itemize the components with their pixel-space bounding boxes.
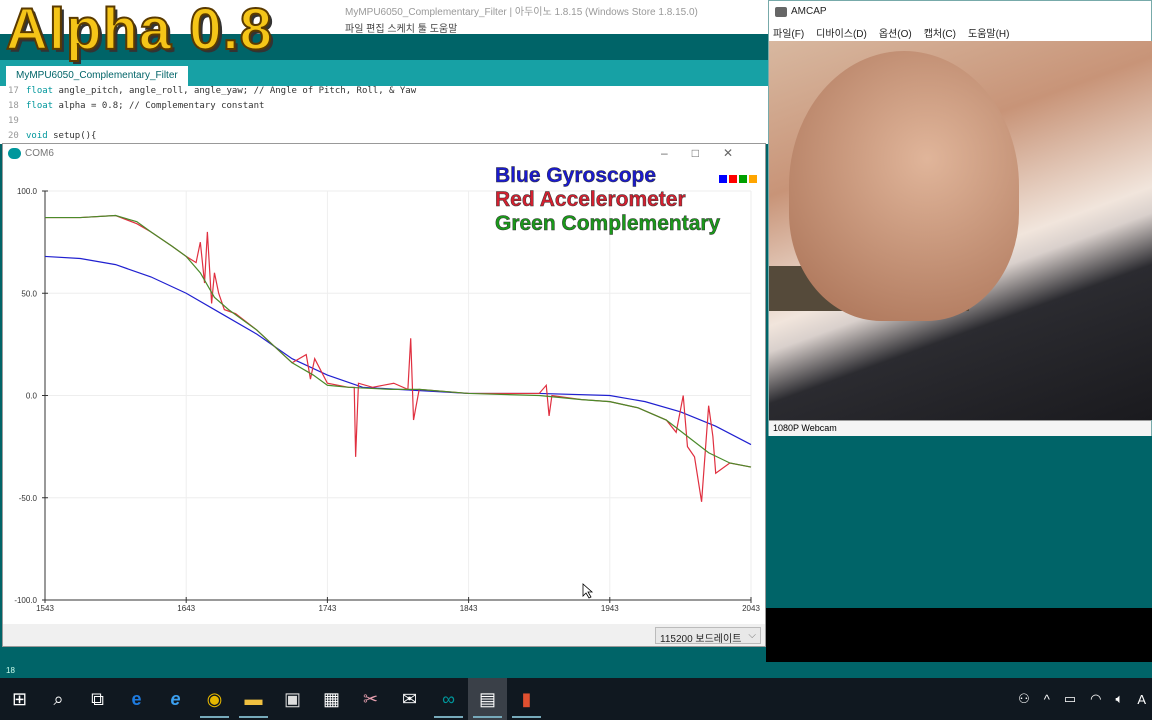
legend-complementary: Green Complementary bbox=[495, 212, 721, 236]
series-accelerometer bbox=[45, 214, 752, 502]
amcap-title-bar: AMCAP bbox=[769, 1, 1151, 23]
chevron-down-icon: ⌵ bbox=[748, 630, 756, 641]
line-number: 17 bbox=[8, 86, 19, 96]
keyword: float bbox=[26, 101, 54, 111]
chrome-icon[interactable]: ◉ bbox=[195, 678, 234, 720]
menu-help[interactable]: 도움말(H) bbox=[968, 29, 1010, 40]
plotter-title-bar: COM6 bbox=[3, 144, 765, 164]
amcap-taskbar-icon[interactable]: ▤ bbox=[468, 678, 507, 720]
menu-capture[interactable]: 캡처(C) bbox=[923, 29, 956, 40]
hand bbox=[789, 51, 1019, 321]
ide-toolbar bbox=[0, 34, 768, 60]
battery-icon[interactable]: ▭ bbox=[1063, 691, 1077, 706]
x-tick-label: 1543 bbox=[36, 604, 54, 613]
y-tick-label: -50.0 bbox=[19, 494, 38, 503]
x-tick-label: 1943 bbox=[601, 604, 619, 613]
code-line: 20 void setup(){ bbox=[0, 131, 768, 146]
x-tick-label: 2043 bbox=[742, 604, 760, 613]
y-tick-label: 0.0 bbox=[26, 392, 38, 401]
code-text: alpha = 0.8; // Complementary constant bbox=[53, 101, 265, 111]
internet-explorer-icon[interactable]: e bbox=[170, 688, 181, 709]
mouse-cursor-icon bbox=[582, 583, 594, 599]
file-explorer-icon[interactable]: ▬ bbox=[234, 678, 273, 720]
ide-status-bar: 18 bbox=[0, 662, 1152, 678]
baud-rate-select[interactable]: 115200 보드레이트 ⌵ bbox=[655, 627, 761, 645]
ime-indicator[interactable]: A bbox=[1137, 691, 1146, 707]
legend-gyroscope: Blue Gyroscope bbox=[495, 164, 657, 188]
series-gyroscope bbox=[44, 255, 752, 446]
people-icon[interactable]: ⚇ bbox=[1018, 691, 1030, 706]
baud-value: 115200 보드레이트 bbox=[660, 634, 742, 645]
serial-plotter-window: COM6 –□✕ 1543 1643 1743 1843 1943 2043 100.0 50… bbox=[2, 143, 766, 647]
webcam-video-feed bbox=[769, 41, 1152, 420]
arduino-taskbar-icon[interactable]: ∞ bbox=[429, 678, 468, 720]
search-icon[interactable]: ⌕ bbox=[53, 688, 64, 709]
y-tick-label: -100.0 bbox=[14, 596, 37, 605]
edge-icon[interactable]: e bbox=[131, 688, 142, 709]
code-line: 17 float angle_pitch, angle_roll, angle_y… bbox=[0, 86, 768, 101]
task-view-icon[interactable]: ⧉ bbox=[91, 688, 104, 709]
mail-icon[interactable]: ✉ bbox=[401, 688, 418, 709]
chevron-up-icon[interactable]: ^ bbox=[1043, 691, 1050, 707]
plot-area: 1543 1643 1743 1843 1943 2043 100.0 50.0 0.0 -50.… bbox=[14, 187, 760, 613]
code-text: angle_pitch, angle_roll, angle_yaw; // A… bbox=[53, 86, 417, 96]
keyword: float bbox=[26, 86, 54, 96]
amcap-menu-bar: 파일(F) 디바이스(D) 옵션(O) 캡처(C) 도움말(H) bbox=[769, 23, 1151, 41]
alpha-overlay-caption: Alpha 0.8 bbox=[5, 0, 273, 62]
code-editor[interactable]: 17 float angle_pitch, angle_roll, angle_y… bbox=[0, 86, 768, 144]
x-tick-label: 1743 bbox=[319, 604, 337, 613]
red-square bbox=[729, 175, 737, 183]
status-line-number: 18 bbox=[6, 666, 15, 675]
legend-accelerometer: Red Accelerometer bbox=[495, 188, 686, 212]
menu-file[interactable]: 파일(F) bbox=[773, 29, 805, 40]
blue-square bbox=[719, 175, 727, 183]
camera-icon bbox=[775, 7, 787, 17]
menu-options[interactable]: 옵션(O) bbox=[878, 29, 912, 40]
volume-icon[interactable]: 🔈︎ bbox=[1115, 691, 1124, 706]
ide-title-bar: MyMPU6050_Complementary_Filter | 아두이노 1.… bbox=[0, 0, 768, 18]
system-tray: ⚇ ^ ▭ ◠ 🔈︎ A bbox=[1018, 678, 1146, 720]
keyword: void bbox=[26, 131, 48, 141]
wifi-icon[interactable]: ◠ bbox=[1090, 691, 1102, 706]
code-text: setup(){ bbox=[47, 131, 97, 141]
legend-color-squares bbox=[719, 175, 757, 183]
series-complementary bbox=[45, 214, 752, 468]
plotter-footer: 115200 보드레이트 ⌵ bbox=[3, 624, 765, 646]
tab-sketch[interactable]: MyMPU6050_Complementary_Filter bbox=[6, 66, 188, 86]
legend: Blue Gyroscope Red Accelerometer Green C… bbox=[495, 164, 721, 236]
snipping-icon[interactable]: ✂ bbox=[362, 688, 379, 709]
amcap-status-bar: 1080P Webcam bbox=[769, 420, 1151, 436]
menu-device[interactable]: 디바이스(D) bbox=[816, 29, 867, 40]
amcap-title: AMCAP bbox=[791, 6, 827, 17]
line-number: 18 bbox=[8, 101, 19, 111]
x-tick-label: 1643 bbox=[177, 604, 195, 613]
calculator-icon[interactable]: ▦ bbox=[322, 688, 340, 709]
store-icon[interactable]: ▣ bbox=[283, 688, 301, 709]
taskbar: ⊞ ⌕ ⧉ e e ◉ ▬ ▣ ▦ ✂ ✉ ∞ ▤ ▮ bbox=[0, 678, 1152, 720]
ide-title: MyMPU6050_Complementary_Filter | 아두이노 1.… bbox=[345, 7, 698, 18]
arduino-icon bbox=[8, 148, 21, 159]
line-number: 20 bbox=[8, 131, 19, 141]
x-tick-label: 1843 bbox=[460, 604, 478, 613]
line-number: 19 bbox=[8, 116, 19, 126]
orange-square bbox=[749, 175, 757, 183]
y-tick-label: 50.0 bbox=[21, 289, 37, 298]
desktop-black-area bbox=[766, 608, 1152, 662]
plotter-title: COM6 bbox=[25, 148, 54, 159]
window-controls[interactable]: –□✕ bbox=[661, 146, 757, 160]
ide-menu-bar[interactable]: 파일 편집 스케치 툴 도움말 bbox=[0, 18, 768, 35]
powerpoint-icon[interactable]: ▮ bbox=[507, 678, 546, 720]
code-line: 18 float alpha = 0.8; // Complementary co… bbox=[0, 101, 768, 116]
green-square bbox=[739, 175, 747, 183]
windows-start-icon[interactable]: ⊞ bbox=[11, 688, 28, 709]
y-tick-label: 100.0 bbox=[17, 187, 38, 196]
amcap-window: AMCAP 파일(F) 디바이스(D) 옵션(O) 캡처(C) 도움말(H) 1… bbox=[768, 0, 1152, 436]
code-line: 19 bbox=[0, 116, 768, 131]
ide-menu[interactable]: 파일 편집 스케치 툴 도움말 bbox=[345, 24, 458, 35]
